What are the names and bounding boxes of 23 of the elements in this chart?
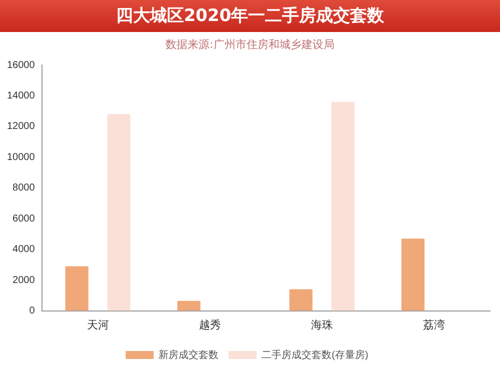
legend-label: 二手房成交套数(存量房) xyxy=(262,348,368,361)
y-tick-label: 14000 xyxy=(6,90,36,102)
x-tick-label: 海珠 xyxy=(310,318,333,332)
bar xyxy=(401,238,425,311)
y-tick-label: 0 xyxy=(29,306,36,317)
y-tick-label: 4000 xyxy=(12,244,36,256)
y-tick-label: 10000 xyxy=(6,152,36,163)
x-tick-label: 荔湾 xyxy=(422,318,445,332)
chart-title: 四大城区2020年一二手房成交套数 xyxy=(0,0,500,32)
x-tick-label: 天河 xyxy=(86,319,109,332)
y-tick-label: 8000 xyxy=(12,182,36,194)
bar xyxy=(177,300,200,311)
y-tick-label: 16000 xyxy=(6,60,36,71)
y-tick-label: 12000 xyxy=(6,121,36,132)
chart-subtitle: 数据来源:广州市住房和城乡建设局 xyxy=(164,37,336,53)
x-tick-label: 越秀 xyxy=(198,318,221,332)
y-tick-label: 6000 xyxy=(12,213,36,224)
bar xyxy=(331,102,354,311)
y-tick-label: 2000 xyxy=(12,274,36,286)
legend-label: 新房成交套数 xyxy=(158,348,219,361)
bar xyxy=(65,266,88,311)
bar xyxy=(107,114,130,311)
bar xyxy=(289,289,312,311)
